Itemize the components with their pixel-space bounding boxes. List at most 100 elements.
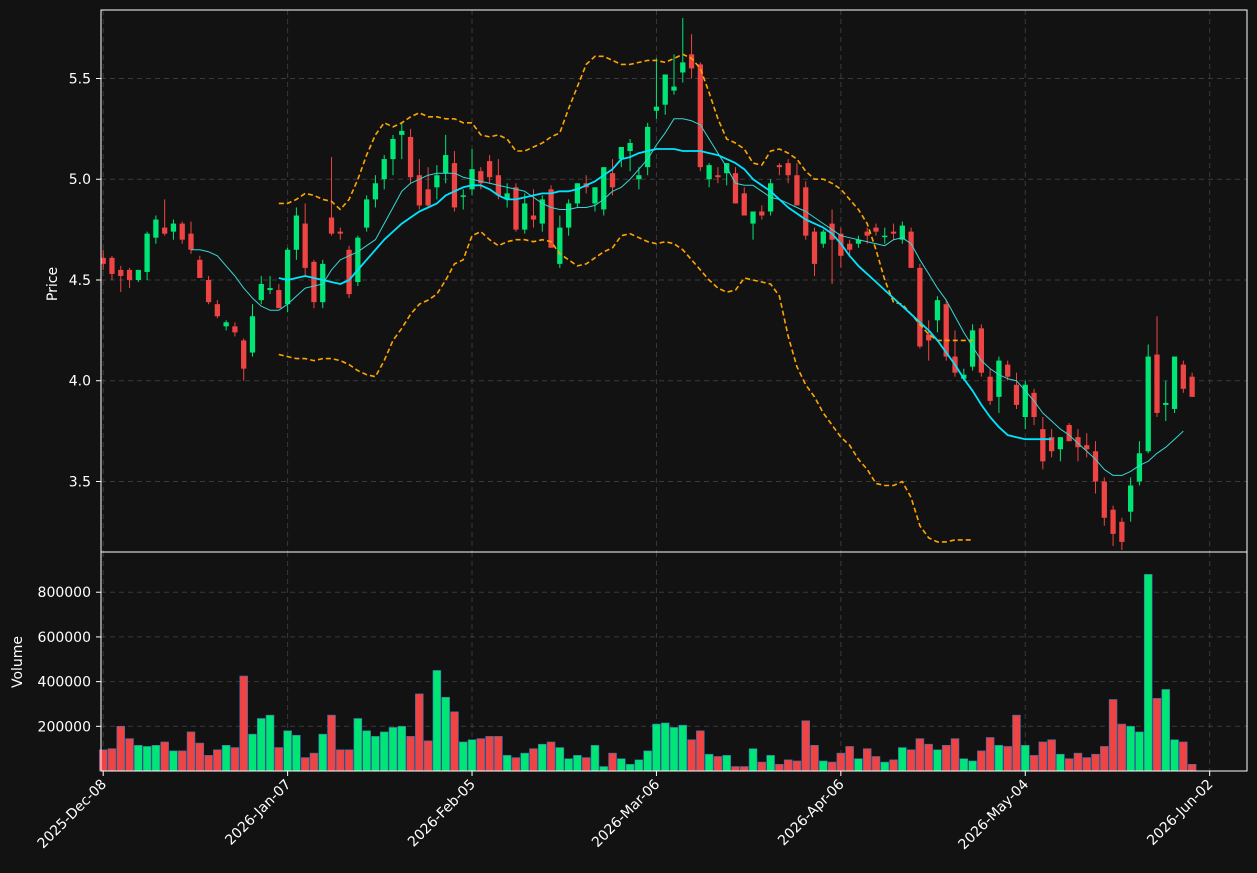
- candle-body: [943, 304, 949, 357]
- volume-bar: [476, 738, 486, 772]
- candle-body: [917, 267, 923, 347]
- candle-body: [407, 136, 414, 178]
- volume-bar: [977, 750, 986, 772]
- candle-body: [750, 211, 756, 224]
- volume-bar: [177, 750, 187, 772]
- volume-bar: [871, 756, 881, 772]
- candle-body: [794, 175, 800, 206]
- candle-body: [337, 231, 343, 234]
- volume-bar: [458, 741, 468, 772]
- candle-body: [741, 193, 747, 216]
- volume-bar: [959, 758, 969, 772]
- volume-bar: [792, 760, 802, 772]
- volume-bar: [1012, 714, 1021, 772]
- volume-bar: [406, 736, 415, 772]
- candle-body: [232, 326, 238, 333]
- volume-bar: [696, 730, 705, 772]
- bollinger-lower-line: [278, 230, 973, 543]
- volume-bar: [485, 736, 494, 772]
- candle-body: [258, 284, 264, 301]
- volume-bar: [221, 745, 231, 772]
- volume-bar: [713, 756, 723, 772]
- volume-bar: [634, 759, 644, 772]
- volume-bar: [125, 738, 134, 772]
- candle-body: [214, 304, 220, 317]
- candle-body: [346, 249, 352, 295]
- volume-bar: [309, 752, 319, 772]
- volume-bar: [924, 743, 933, 772]
- candle-body: [565, 203, 572, 228]
- volume-bar: [1117, 723, 1127, 772]
- volume-bar: [546, 741, 556, 772]
- volume-bar: [415, 693, 424, 772]
- candle-body: [284, 249, 291, 305]
- candle-body: [1040, 429, 1046, 462]
- candle-body: [276, 290, 282, 309]
- volume-bar: [933, 749, 942, 772]
- volume-bar: [327, 714, 336, 772]
- volume-bar: [819, 760, 828, 772]
- volume-bar: [757, 761, 767, 772]
- candle-body: [890, 231, 897, 234]
- volume-bar: [494, 736, 503, 772]
- volume-panel-plot: [98, 574, 1197, 772]
- candle-body: [715, 175, 721, 178]
- volume-bar: [898, 747, 907, 772]
- volume-bar: [186, 731, 196, 772]
- slow-moving-average-line: [278, 148, 1052, 441]
- candle-body: [399, 130, 405, 135]
- candle-body: [811, 231, 818, 264]
- volume-bar: [608, 752, 617, 772]
- candle-body: [267, 288, 273, 291]
- volume-bar: [98, 749, 108, 772]
- candle-body: [627, 142, 633, 152]
- volume-bar: [1047, 739, 1056, 772]
- volume-bar: [467, 739, 477, 772]
- volume-bar: [643, 750, 652, 772]
- volume-bar: [1143, 574, 1153, 772]
- volume-bar: [257, 718, 266, 772]
- bollinger-upper-line: [278, 53, 973, 342]
- price-panel-plot: [100, 18, 1195, 550]
- volume-bar: [1152, 698, 1162, 772]
- volume-panel-frame: [100, 551, 1248, 772]
- candle-body: [1101, 481, 1107, 518]
- volume-bar: [810, 745, 819, 772]
- volume-bar: [142, 746, 152, 772]
- volume-tick-label: 600000: [38, 630, 91, 646]
- candle-body: [759, 211, 765, 216]
- candle-body: [882, 235, 888, 238]
- candle-body: [241, 340, 247, 369]
- volume-bar: [687, 739, 696, 772]
- volume-bar: [845, 746, 854, 772]
- candle-body: [1031, 392, 1037, 418]
- candle-body: [961, 374, 967, 379]
- candle-body: [1189, 376, 1195, 397]
- price-tick-label: 4.0: [69, 374, 91, 390]
- candle-body: [855, 239, 862, 244]
- candle-body: [478, 171, 484, 184]
- candle-body: [486, 161, 493, 178]
- candle-body: [372, 183, 379, 200]
- candle-body: [1128, 485, 1134, 512]
- candle-body: [443, 155, 449, 174]
- volume-bar: [599, 766, 608, 772]
- volume-panel-grid: [101, 552, 1247, 771]
- volume-bar: [775, 763, 784, 772]
- volume-bar: [968, 760, 977, 772]
- volume-bar: [950, 738, 960, 772]
- candle-body: [197, 259, 203, 278]
- candle-body: [144, 233, 150, 272]
- candle-body: [205, 279, 212, 303]
- candle-body: [1180, 364, 1186, 389]
- candle-body: [390, 138, 396, 160]
- volume-bar: [827, 761, 837, 772]
- candle-body: [688, 54, 695, 69]
- price-tick-label: 5.0: [69, 172, 91, 188]
- candle-body: [1057, 437, 1064, 450]
- volume-bar: [555, 747, 565, 772]
- candle-body: [908, 231, 914, 268]
- candle-body: [153, 219, 159, 238]
- volume-bar: [344, 749, 354, 772]
